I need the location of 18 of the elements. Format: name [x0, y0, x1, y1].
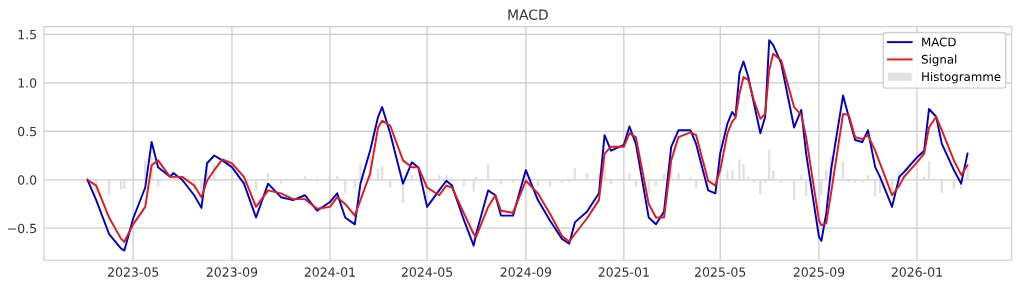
x-tick-label: 2024-05 [401, 267, 453, 277]
x-tick-label: 2025-09 [793, 267, 845, 277]
legend-label: Histogramme [922, 71, 1001, 84]
y-tick-label: 0.0 [18, 175, 37, 185]
legend-label: Signal [921, 54, 957, 67]
x-tick-label: 2025-01 [598, 267, 649, 277]
y-tick-label: 1.5 [18, 30, 36, 40]
legend-label: MACD [922, 37, 956, 47]
y-tick-label: −0.5 [8, 223, 36, 234]
x-tick-label: 2023-09 [206, 267, 258, 277]
chart-title: MACD [508, 9, 548, 20]
y-tick-label: 0.5 [18, 126, 36, 137]
x-tick-label: 2024-01 [304, 267, 355, 277]
y-tick-label: 1.0 [18, 78, 37, 88]
x-tick-label: 2025-05 [695, 267, 746, 277]
x-tick-label: 2023-05 [107, 267, 159, 277]
x-tick-label: 2026-01 [891, 267, 942, 277]
x-tick-label: 2024-09 [500, 267, 552, 277]
